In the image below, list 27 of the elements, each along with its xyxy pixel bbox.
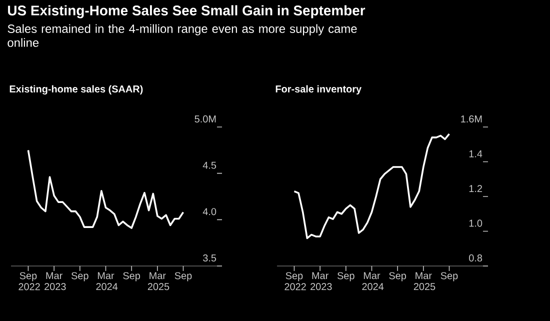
- y-tick-label: 1.4: [469, 150, 482, 158]
- x-tick-label: Sep: [123, 272, 140, 282]
- y-tick-label: 1.6M: [461, 115, 482, 122]
- y-axis-title: Existing-home sales (SAAR): [10, 85, 143, 95]
- y-tick-label: 1.0: [469, 220, 482, 227]
- x-tick-label: Mar 2025: [148, 272, 170, 290]
- x-tick-label: Sep: [174, 272, 192, 282]
- y-tick-label: 5.0M: [194, 115, 216, 122]
- x-tick-label: Sep: [389, 272, 406, 282]
- chart-title: US Existing-Home Sales See Small Gain in September: [8, 5, 366, 18]
- x-tick-label: Sep 2022: [284, 272, 306, 290]
- y-tick-label: 3.5: [203, 254, 216, 262]
- x-tick-label: Mar 2023: [44, 272, 66, 290]
- chart-subtitle: Sales remained in the 4-million range even as more supply came online: [8, 24, 357, 47]
- x-tick-label: Mar 2024: [96, 272, 118, 290]
- x-tick-label: Mar 2025: [414, 272, 436, 290]
- y-tick-label: 1.2: [469, 185, 482, 192]
- x-tick-label: Sep: [337, 272, 354, 282]
- x-tick-label: Sep 2022: [18, 272, 40, 290]
- x-tick-label: Sep: [71, 272, 88, 282]
- x-tick-label: Sep: [440, 272, 458, 282]
- x-tick-label: Mar 2024: [362, 272, 384, 290]
- y-tick-label: 4.0: [202, 208, 216, 216]
- y-tick-label: 4.5: [202, 162, 216, 169]
- y-tick-label: 0.8: [469, 254, 482, 262]
- y-axis-title: For-sale inventory: [276, 85, 362, 94]
- x-tick-label: Mar 2023: [310, 272, 332, 290]
